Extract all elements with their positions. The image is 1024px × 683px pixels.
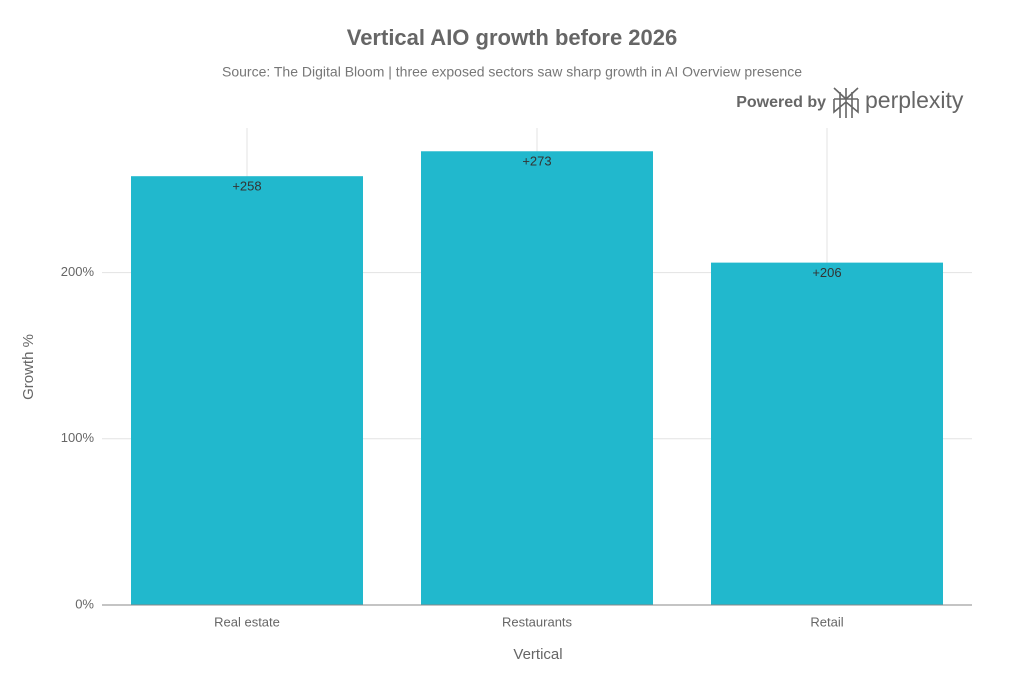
bar bbox=[421, 151, 653, 605]
branding-prefix: Powered by bbox=[736, 94, 826, 111]
chart-subtitle: Source: The Digital Bloom | three expose… bbox=[222, 64, 802, 80]
x-tick-label: Retail bbox=[810, 614, 843, 629]
y-axis-label: Growth % bbox=[20, 334, 37, 400]
x-tick-label: Real estate bbox=[214, 614, 280, 629]
y-tick-label: 200% bbox=[61, 264, 95, 279]
y-tick-label: 0% bbox=[75, 596, 94, 611]
x-axis-label: Vertical bbox=[513, 646, 562, 663]
branding: Powered by perplexity bbox=[736, 87, 964, 118]
data-label: +206 bbox=[812, 265, 841, 280]
chart-title: Vertical AIO growth before 2026 bbox=[347, 25, 678, 50]
bar bbox=[711, 262, 943, 605]
bar bbox=[131, 176, 363, 605]
data-label: +273 bbox=[522, 154, 551, 169]
logo-icon bbox=[833, 87, 859, 118]
branding-name: perplexity bbox=[865, 87, 964, 113]
y-tick-label: 100% bbox=[61, 430, 95, 445]
data-label: +258 bbox=[232, 179, 261, 194]
x-tick-label: Restaurants bbox=[502, 614, 573, 629]
